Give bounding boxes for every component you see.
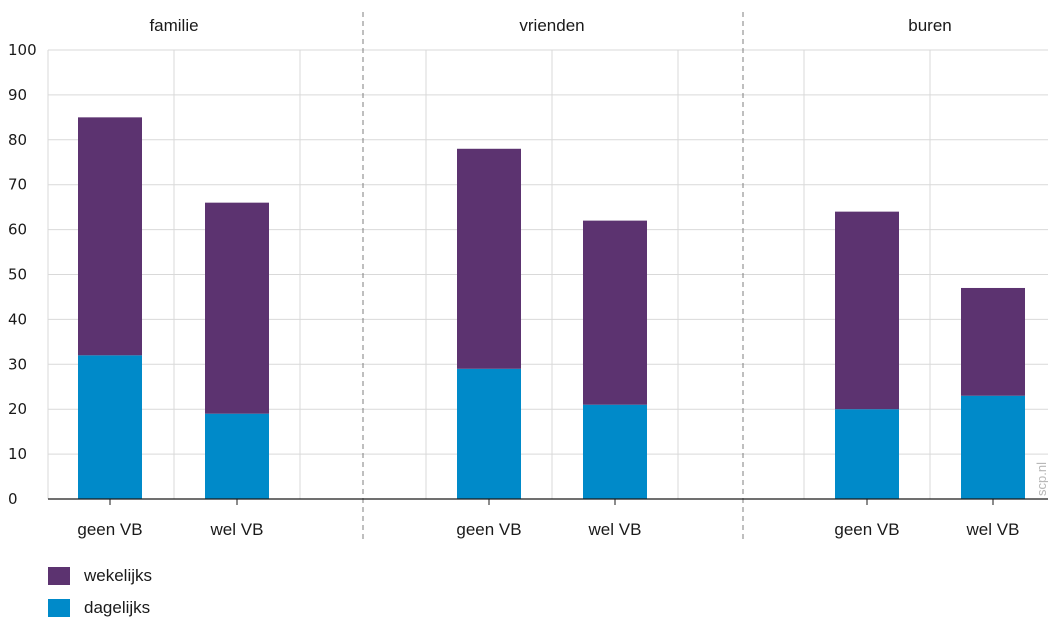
bar-buren-geen-VB-dagelijks (835, 409, 899, 499)
legend-label-wekelijks: wekelijks (84, 566, 153, 585)
y-tick-label-100: 100 (8, 41, 37, 59)
legend-item-wekelijks: wekelijks (48, 560, 152, 592)
watermark-text: scp.nl (1034, 462, 1048, 496)
y-tick-label-80: 80 (8, 131, 27, 149)
y-tick-label-50: 50 (8, 266, 27, 284)
x-tick-label-vrienden-geen-VB: geen VB (456, 520, 521, 539)
legend-swatch-wekelijks (48, 567, 70, 585)
y-tick-label-40: 40 (8, 310, 27, 328)
x-tick-label-familie-geen-VB: geen VB (77, 520, 142, 539)
bar-familie-wel-VB-wekelijks (205, 202, 269, 414)
bar-vrienden-geen-VB-dagelijks (457, 368, 521, 499)
group-label-vrienden: vrienden (519, 16, 584, 35)
bar-vrienden-wel-VB-wekelijks (583, 220, 647, 405)
x-tick-label-familie-wel-VB: wel VB (210, 520, 264, 539)
watermark: scp.nl (1034, 440, 1048, 500)
x-tick-label-buren-geen-VB: geen VB (834, 520, 899, 539)
group-label-familie: familie (149, 16, 198, 35)
bar-vrienden-wel-VB-dagelijks (583, 404, 647, 499)
y-tick-label-30: 30 (8, 355, 27, 373)
bar-familie-geen-VB-wekelijks (78, 117, 142, 356)
y-tick-label-0: 0 (8, 490, 18, 508)
bar-buren-geen-VB-wekelijks (835, 211, 899, 410)
legend-swatch-dagelijks (48, 599, 70, 617)
y-tick-label-10: 10 (8, 445, 27, 463)
bar-familie-geen-VB-dagelijks (78, 355, 142, 499)
y-tick-label-70: 70 (8, 176, 27, 194)
bar-buren-wel-VB-wekelijks (961, 287, 1025, 396)
legend-item-dagelijks: dagelijks (48, 592, 152, 624)
x-tick-label-buren-wel-VB: wel VB (966, 520, 1020, 539)
bar-buren-wel-VB-dagelijks (961, 395, 1025, 499)
bar-vrienden-geen-VB-wekelijks (457, 148, 521, 369)
group-label-buren: buren (908, 16, 951, 35)
y-tick-label-90: 90 (8, 86, 27, 104)
y-tick-label-20: 20 (8, 400, 27, 418)
legend-label-dagelijks: dagelijks (84, 598, 151, 617)
bar-familie-wel-VB-dagelijks (205, 413, 269, 499)
y-tick-label-60: 60 (8, 221, 27, 239)
legend: wekelijks dagelijks (48, 560, 152, 624)
x-tick-label-vrienden-wel-VB: wel VB (588, 520, 642, 539)
